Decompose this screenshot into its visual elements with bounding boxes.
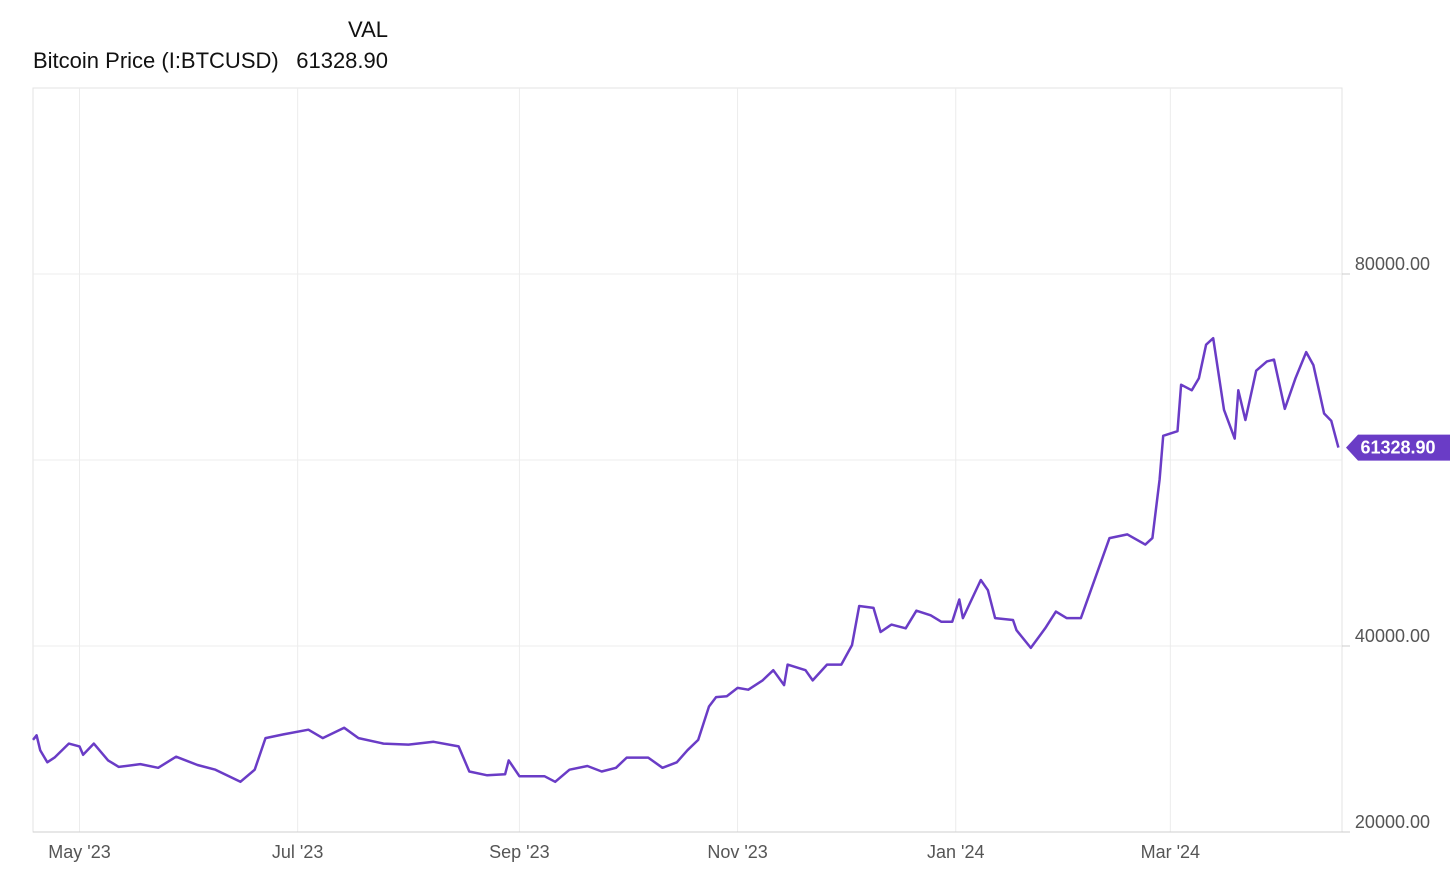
y-tick-label: 20000.00 bbox=[1355, 812, 1430, 832]
y-tick-label: 40000.00 bbox=[1355, 626, 1430, 646]
x-tick-label: Jan '24 bbox=[927, 842, 984, 862]
x-tick-label: Mar '24 bbox=[1141, 842, 1200, 862]
y-tick-label: 80000.00 bbox=[1355, 254, 1430, 274]
x-tick-label: Sep '23 bbox=[489, 842, 550, 862]
last-value-label: 61328.90 bbox=[1360, 437, 1435, 457]
last-value-tag bbox=[1346, 434, 1450, 461]
price-line bbox=[32, 336, 1340, 784]
x-tick-label: May '23 bbox=[48, 842, 110, 862]
x-tick-label: Jul '23 bbox=[272, 842, 323, 862]
x-tick-label: Nov '23 bbox=[707, 842, 767, 862]
legend-series-name: Bitcoin Price (I:BTCUSD) bbox=[33, 48, 279, 73]
legend-series-value: 61328.90 bbox=[296, 48, 388, 73]
legend-header: VAL bbox=[348, 17, 388, 42]
